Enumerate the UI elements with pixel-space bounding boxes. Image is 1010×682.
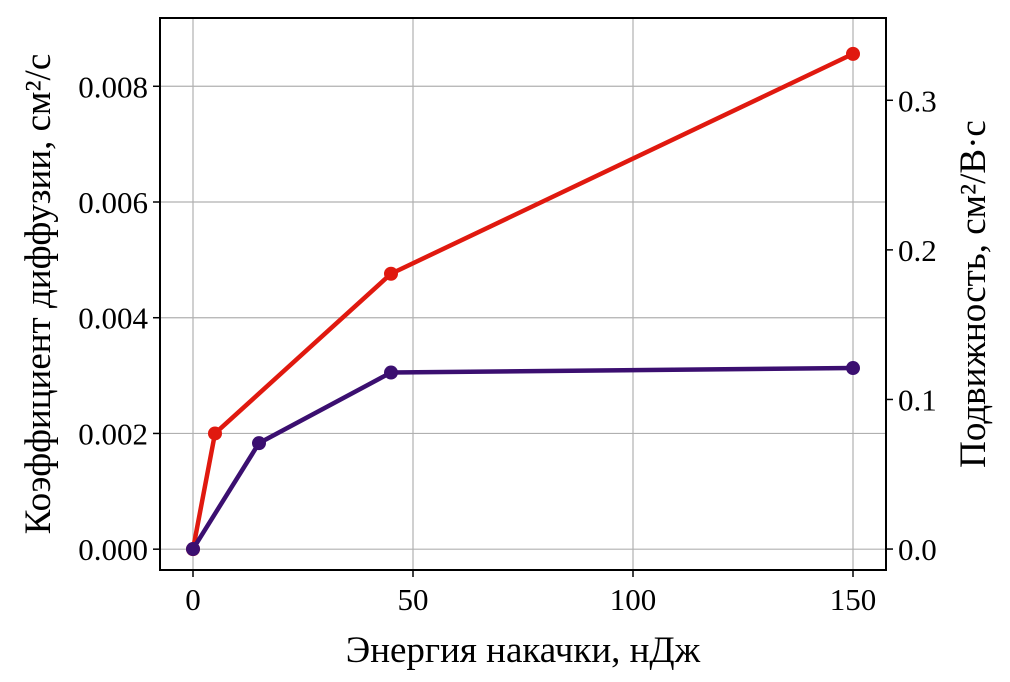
y-left-tick-label: 0.006 [78,185,148,220]
x-tick-label: 50 [398,582,429,617]
data-point-diffusion [846,46,860,61]
y-right-tick-label: 0.0 [898,532,937,567]
y-right-tick-label: 0.2 [898,233,937,268]
y-left-tick-label: 0.000 [78,532,148,567]
data-point-mobility [384,365,398,380]
y-axis-left-label: Коэффициент диффузии, см²/с [18,54,59,535]
y-left-tick-label: 0.004 [78,301,148,336]
ticks-layer: 0 50 100 150 0.000 0.002 0.004 0.006 0.008 0.0 0.1… [78,69,937,617]
data-point-mobility [252,436,266,451]
y-right-tick-label: 0.1 [898,382,937,417]
y-axis-right-label: Подвижность, см²/В·с [953,120,994,468]
y-left-tick-label: 0.002 [78,416,148,451]
data-point-mobility [846,361,860,376]
data-point-diffusion [208,426,222,441]
x-axis-label: Энергия накачки, нДж [346,630,701,671]
series-layer [186,46,860,557]
y-left-tick-label: 0.008 [78,69,148,104]
data-point-diffusion [384,266,398,281]
plot-frame [159,17,887,571]
x-tick-label: 150 [830,582,877,617]
series-line-mobility [191,365,854,551]
series-line-diffusion [190,51,854,550]
grid-lines [160,18,886,570]
data-point-mobility [186,542,200,557]
y-right-tick-label: 0.3 [898,83,937,118]
x-tick-label: 0 [185,582,201,617]
x-tick-label: 100 [610,582,657,617]
